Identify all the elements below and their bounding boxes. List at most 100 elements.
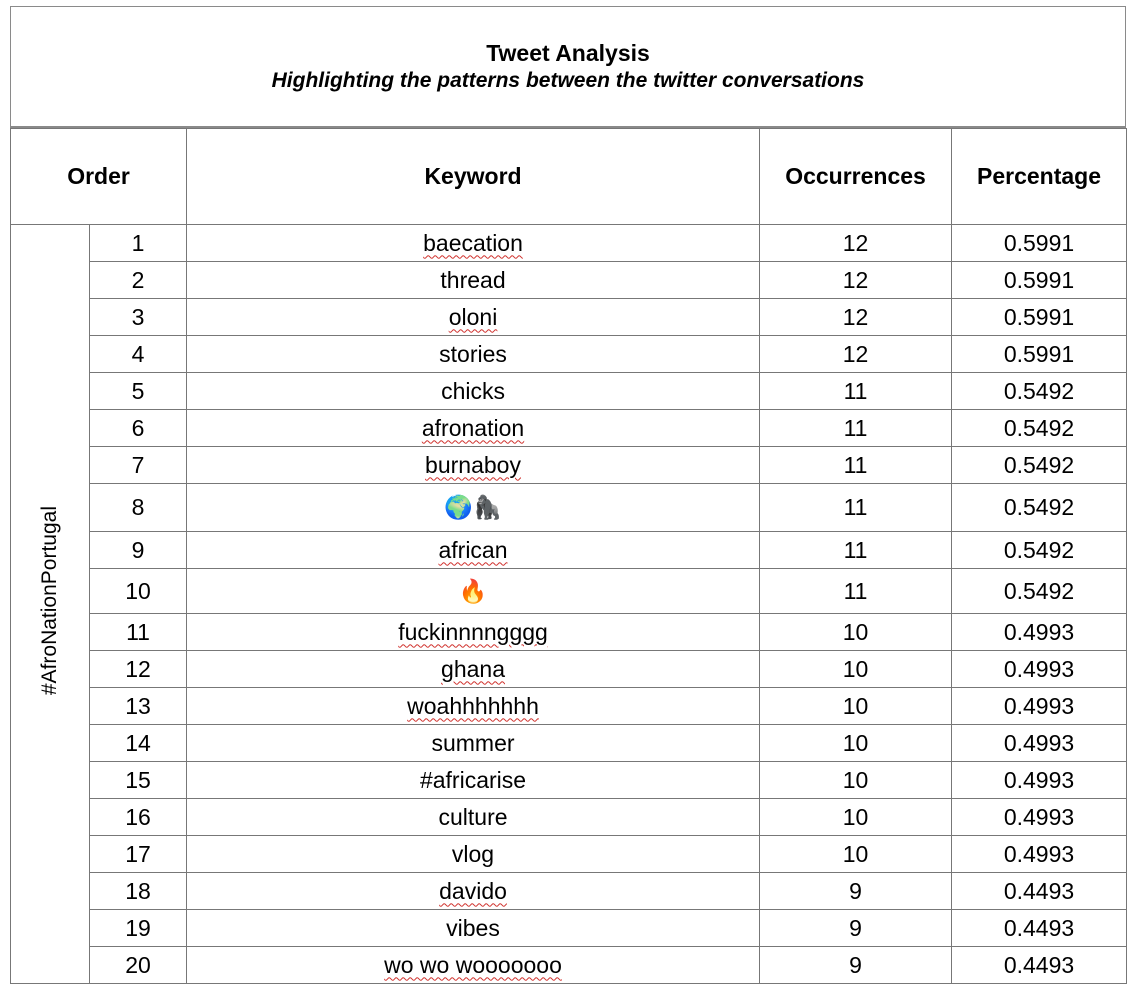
- keyword: 🌍🦍: [444, 494, 502, 520]
- order-cell: 15: [88, 761, 188, 799]
- header-row: Order Keyword Occurrences Percentage: [9, 128, 1128, 225]
- order-cell: 2: [88, 261, 188, 299]
- percentage-cell: 0.5492: [951, 568, 1128, 614]
- order-cell: 11: [88, 613, 188, 651]
- order-cell: 13: [88, 687, 188, 725]
- table-row: 9 african 11 0.5492: [11, 531, 1128, 569]
- occurrences-cell: 11: [759, 372, 953, 410]
- order-cell: 18: [88, 872, 188, 910]
- order-cell: 20: [88, 946, 188, 984]
- title-box: Tweet Analysis Highlighting the patterns…: [10, 6, 1126, 128]
- occurrences-cell: 9: [759, 946, 953, 984]
- percentage-cell: 0.4993: [951, 613, 1128, 651]
- occurrences-cell: 10: [759, 724, 953, 762]
- table-row: 17 vlog 10 0.4993: [11, 835, 1128, 873]
- keyword-cell: afronation: [186, 409, 761, 447]
- keyword-cell: 🔥: [186, 568, 761, 614]
- percentage-cell: 0.4493: [951, 909, 1128, 947]
- order-cell: 3: [88, 298, 188, 336]
- keyword-cell: african: [186, 531, 761, 569]
- occurrences-cell: 11: [759, 568, 953, 614]
- order-cell: 1: [88, 224, 188, 262]
- order-cell: 4: [88, 335, 188, 373]
- occurrences-cell: 9: [759, 872, 953, 910]
- table-row: 4 stories 12 0.5991: [11, 335, 1128, 373]
- keyword: oloni: [448, 303, 498, 330]
- keyword: vlog: [451, 840, 495, 867]
- keyword-cell: chicks: [186, 372, 761, 410]
- percentage-cell: 0.5492: [951, 409, 1128, 447]
- order-cell: 17: [88, 835, 188, 873]
- percentage-cell: 0.4993: [951, 650, 1128, 688]
- column-header: Occurrences: [759, 128, 953, 225]
- table-row: 7 burnaboy 11 0.5492: [11, 446, 1128, 484]
- keyword: afronation: [421, 414, 525, 441]
- keyword: wo wo wooooooo: [384, 951, 562, 978]
- keyword: #africarise: [419, 766, 527, 793]
- percentage-cell: 0.5492: [951, 446, 1128, 484]
- keyword: baecation: [423, 229, 523, 256]
- table-row: 6 afronation 11 0.5492: [11, 409, 1128, 447]
- occurrences-cell: 11: [759, 446, 953, 484]
- table-row: 14 summer 10 0.4993: [11, 724, 1128, 762]
- keyword: ghana: [441, 655, 505, 682]
- table-row: #AfroNationPortugal 1 baecation 12 0.5991: [10, 224, 1128, 984]
- keyword-cell: davido: [186, 872, 761, 910]
- column-header: Order: [9, 128, 188, 225]
- percentage-cell: 0.4993: [951, 798, 1128, 836]
- column-header: Keyword: [186, 128, 761, 225]
- keyword: vibes: [446, 914, 500, 941]
- table-row: 12 ghana 10 0.4993: [11, 650, 1128, 688]
- keyword: woahhhhhhh: [407, 692, 539, 719]
- table-row: 15 #africarise 10 0.4993: [11, 761, 1128, 799]
- occurrences-cell: 12: [759, 335, 953, 373]
- percentage-cell: 0.5991: [951, 224, 1128, 262]
- keyword-cell: ghana: [186, 650, 761, 688]
- occurrences-cell: 10: [759, 835, 953, 873]
- order-cell: 12: [88, 650, 188, 688]
- keyword-cell: woahhhhhhh: [186, 687, 761, 725]
- keyword: african: [438, 536, 508, 563]
- table-row: 2 thread 12 0.5991: [11, 261, 1128, 299]
- occurrences-cell: 12: [759, 261, 953, 299]
- keyword: fuckinnnngggg: [398, 618, 548, 645]
- percentage-cell: 0.4993: [951, 835, 1128, 873]
- table-row: 16 culture 10 0.4993: [11, 798, 1128, 836]
- group-label: #AfroNationPortugal: [38, 506, 61, 696]
- percentage-cell: 0.5492: [951, 372, 1128, 410]
- table-row: 20 wo wo wooooooo 9 0.4493: [11, 946, 1128, 984]
- table-row: 13 woahhhhhhh 10 0.4993: [11, 687, 1128, 725]
- title: Tweet Analysis: [486, 40, 650, 66]
- percentage-cell: 0.4493: [951, 946, 1128, 984]
- table-row: 19 vibes 9 0.4493: [11, 909, 1128, 947]
- order-cell: 14: [88, 724, 188, 762]
- order-cell: 8: [88, 483, 188, 532]
- occurrences-cell: 10: [759, 650, 953, 688]
- percentage-cell: 0.5991: [951, 261, 1128, 299]
- document: Tweet Analysis Highlighting the patterns…: [9, 6, 1128, 984]
- order-cell: 7: [88, 446, 188, 484]
- order-cell: 6: [88, 409, 188, 447]
- group-cell: #AfroNationPortugal: [10, 224, 90, 984]
- percentage-cell: 0.5991: [951, 335, 1128, 373]
- table-row: 8 🌍🦍 11 0.5492: [11, 483, 1128, 532]
- keyword: stories: [439, 340, 507, 367]
- order-cell: 5: [88, 372, 188, 410]
- occurrences-cell: 11: [759, 531, 953, 569]
- percentage-cell: 0.5991: [951, 298, 1128, 336]
- table-row: 5 chicks 11 0.5492: [11, 372, 1128, 410]
- keyword: chicks: [441, 377, 505, 404]
- occurrences-cell: 10: [759, 687, 953, 725]
- percentage-cell: 0.4993: [951, 687, 1128, 725]
- occurrences-cell: 10: [759, 798, 953, 836]
- keyword-cell: thread: [186, 261, 761, 299]
- keyword-cell: vlog: [186, 835, 761, 873]
- occurrences-cell: 12: [759, 298, 953, 336]
- percentage-cell: 0.5492: [951, 483, 1128, 532]
- keyword-cell: 🌍🦍: [186, 483, 761, 532]
- order-cell: 16: [88, 798, 188, 836]
- keyword: summer: [431, 729, 515, 756]
- percentage-cell: 0.4493: [951, 872, 1128, 910]
- order-cell: 10: [88, 568, 188, 614]
- keyword-cell: culture: [186, 798, 761, 836]
